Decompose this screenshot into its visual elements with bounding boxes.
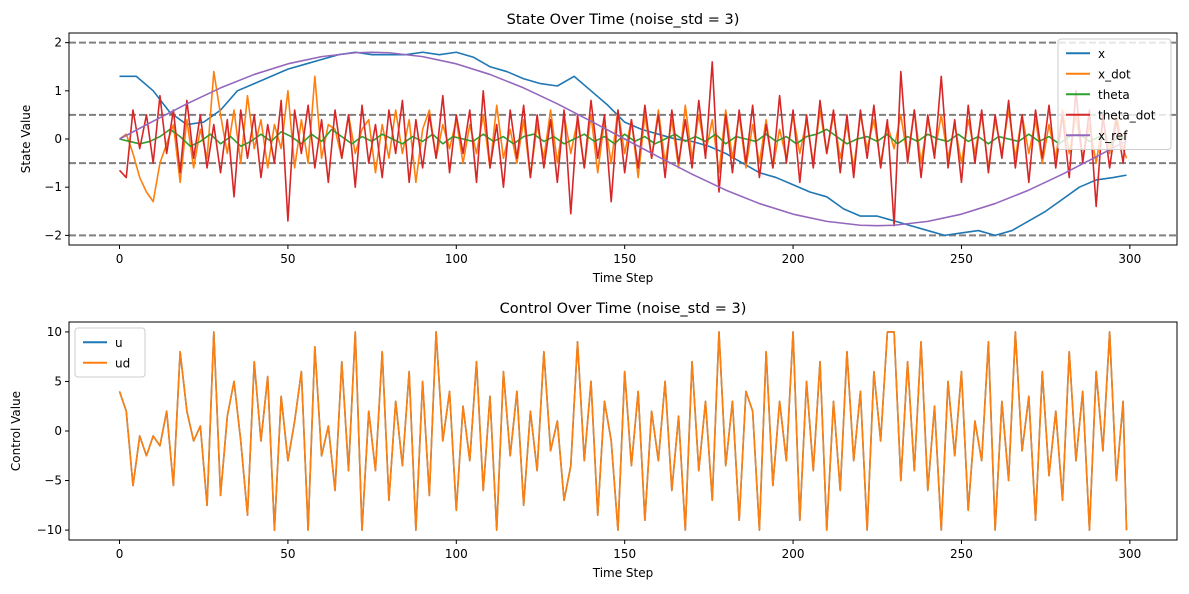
state-chart-title: State Over Time (noise_std = 3): [507, 12, 740, 28]
legend-box: [74, 327, 146, 378]
x-tick-label: 0: [116, 252, 124, 266]
y-tick-label: 1: [54, 84, 62, 98]
x-tick-label: 0: [116, 547, 124, 561]
x-tick-label: 150: [613, 547, 636, 561]
x-tick-label: 50: [280, 252, 295, 266]
x-tick-label: 150: [613, 252, 636, 266]
control-chart: 0 50 100 150 200 250 300 −10 −5 0 5 10 Control Over …: [9, 301, 1178, 580]
y-tick-label: −10: [37, 523, 62, 537]
series-line-theta_dot: [118, 61, 1128, 227]
legend-label-x: x: [1098, 47, 1105, 61]
x-tick-label: 200: [782, 252, 805, 266]
y-tick-label: 0: [54, 424, 62, 438]
series-line-x_ref: [119, 51, 1127, 227]
legend-label-x_ref: x_ref: [1098, 129, 1128, 143]
y-tick-label: 2: [54, 36, 62, 50]
x-axis-label: Time Step: [592, 271, 654, 285]
series-line-x: [119, 51, 1127, 237]
legend-label-x_dot: x_dot: [1098, 67, 1131, 81]
series-line-x_dot: [119, 70, 1128, 203]
y-tick-label: −2: [44, 228, 62, 242]
x-tick-label: 100: [445, 547, 468, 561]
x-axis-label: Time Step: [592, 566, 654, 580]
x-tick-label: 200: [782, 547, 805, 561]
series-line-ud: [118, 331, 1128, 531]
legend-label-ud: ud: [115, 356, 130, 370]
y-tick-label: −5: [44, 474, 62, 488]
x-tick-label: 300: [1118, 547, 1141, 561]
state-chart: 0 50 100 150 200 250 300 −2 −1 0 1 2 State Over Time…: [19, 12, 1178, 285]
legend-label-u: u: [115, 336, 123, 350]
legend-label-theta_dot: theta_dot: [1098, 108, 1156, 122]
legend-label-theta: theta: [1098, 88, 1130, 102]
x-tick-label: 100: [445, 252, 468, 266]
x-tick-label: 250: [950, 252, 973, 266]
y-axis-label: State Value: [19, 105, 33, 174]
control-chart-title: Control Over Time (noise_std = 3): [500, 301, 747, 317]
y-tick-label: −1: [44, 180, 62, 194]
x-tick-label: 250: [950, 547, 973, 561]
legend: u ud: [74, 327, 146, 378]
y-axis-label: Control Value: [9, 391, 23, 471]
series-line-theta: [119, 128, 1127, 148]
x-tick-label: 50: [280, 547, 295, 561]
y-tick-label: 10: [47, 325, 62, 339]
legend-box: [1057, 38, 1172, 150]
x-tick-label: 300: [1118, 252, 1141, 266]
y-tick-label: 0: [54, 132, 62, 146]
y-tick-label: 5: [54, 374, 62, 388]
